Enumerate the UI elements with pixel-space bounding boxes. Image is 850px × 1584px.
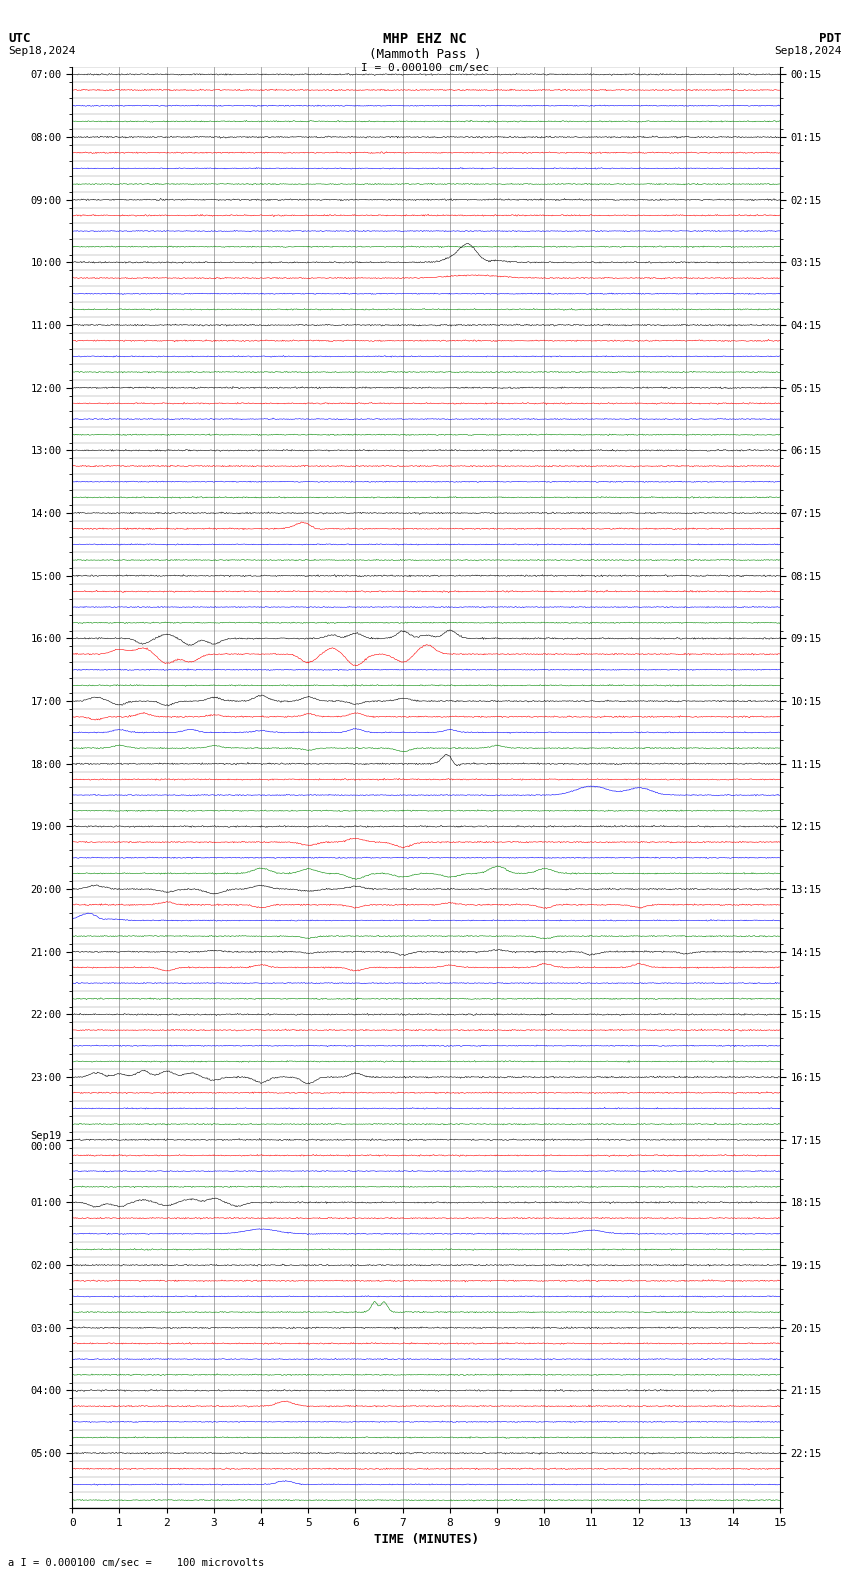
Text: (Mammoth Pass ): (Mammoth Pass ) — [369, 48, 481, 60]
Text: I = 0.000100 cm/sec: I = 0.000100 cm/sec — [361, 63, 489, 73]
Text: Sep18,2024: Sep18,2024 — [8, 46, 76, 55]
Text: a I = 0.000100 cm/sec =    100 microvolts: a I = 0.000100 cm/sec = 100 microvolts — [8, 1559, 264, 1568]
Text: PDT: PDT — [819, 32, 842, 44]
Text: MHP EHZ NC: MHP EHZ NC — [383, 32, 467, 46]
Text: Sep18,2024: Sep18,2024 — [774, 46, 842, 55]
Text: UTC: UTC — [8, 32, 31, 44]
X-axis label: TIME (MINUTES): TIME (MINUTES) — [374, 1533, 479, 1546]
